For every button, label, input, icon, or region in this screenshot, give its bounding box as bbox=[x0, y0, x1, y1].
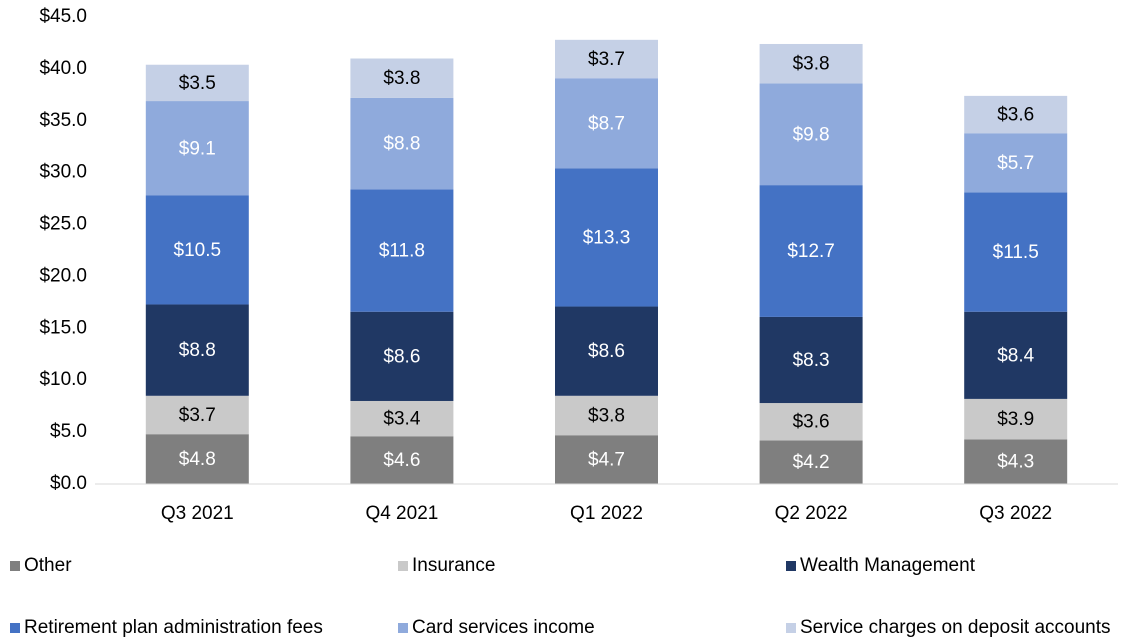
y-tick-label: $25.0 bbox=[39, 214, 87, 235]
data-label: $8.6 bbox=[383, 346, 420, 367]
bar-segment bbox=[964, 398, 1068, 440]
legend-swatch bbox=[10, 561, 20, 571]
data-label: $8.4 bbox=[997, 345, 1034, 366]
bar-segment bbox=[350, 97, 454, 190]
data-label: $8.3 bbox=[793, 350, 830, 371]
bar-segment bbox=[555, 78, 658, 169]
x-tick-label: Q2 2022 bbox=[775, 503, 848, 524]
legend-swatch bbox=[10, 623, 20, 633]
x-tick-label: Q3 2022 bbox=[979, 503, 1052, 524]
data-label: $8.7 bbox=[588, 113, 625, 134]
data-label: $8.8 bbox=[383, 134, 420, 155]
data-label: $4.7 bbox=[588, 450, 625, 471]
bar-segment bbox=[145, 304, 249, 396]
data-label: $3.8 bbox=[588, 406, 625, 427]
bar-segment bbox=[145, 434, 249, 484]
bar-segment bbox=[759, 83, 863, 186]
bar-segment bbox=[964, 95, 1068, 134]
bar-segment bbox=[759, 43, 863, 84]
bar-segment bbox=[555, 168, 658, 307]
data-label: $13.3 bbox=[583, 228, 631, 249]
bar-segment bbox=[964, 311, 1068, 399]
x-tick-label: Q1 2022 bbox=[570, 503, 643, 524]
bar-segment bbox=[964, 439, 1068, 484]
data-label: $9.8 bbox=[793, 124, 830, 145]
data-label: $4.8 bbox=[179, 449, 216, 470]
x-tick-label: Q4 2021 bbox=[365, 503, 438, 524]
legend-swatch bbox=[786, 561, 796, 571]
bar-segment bbox=[964, 192, 1068, 312]
bar-segment bbox=[350, 400, 454, 437]
data-label: $5.7 bbox=[997, 153, 1034, 174]
legend-label: Service charges on deposit accounts bbox=[800, 617, 1111, 638]
bar-segment bbox=[759, 185, 863, 317]
data-label: $4.6 bbox=[383, 450, 420, 471]
bar-segment bbox=[145, 101, 249, 196]
y-tick-label: $10.0 bbox=[39, 369, 87, 390]
legend-swatch bbox=[398, 561, 408, 571]
data-label: $9.1 bbox=[179, 138, 216, 159]
legend-label: Wealth Management bbox=[800, 555, 976, 576]
bar-segment bbox=[759, 440, 863, 484]
data-label: $12.7 bbox=[787, 241, 835, 262]
bar-segment bbox=[555, 39, 658, 79]
data-label: $3.6 bbox=[997, 105, 1034, 126]
data-label: $3.9 bbox=[997, 409, 1034, 430]
y-tick-label: $30.0 bbox=[39, 162, 87, 183]
data-label: $4.2 bbox=[793, 452, 830, 473]
bar-segment bbox=[964, 133, 1068, 193]
data-label: $11.5 bbox=[993, 242, 1039, 263]
x-tick-label: Q3 2021 bbox=[161, 503, 234, 524]
legend-label: Other bbox=[24, 555, 72, 576]
bar-segment bbox=[350, 189, 454, 312]
y-tick-label: $35.0 bbox=[39, 110, 87, 131]
data-label: $3.5 bbox=[179, 73, 216, 94]
y-tick-label: $0.0 bbox=[50, 473, 87, 494]
bar-segment bbox=[759, 403, 863, 441]
legend-swatch bbox=[398, 623, 408, 633]
data-label: $3.4 bbox=[383, 409, 420, 430]
legend-label: Card services income bbox=[412, 617, 595, 638]
data-label: $10.5 bbox=[174, 240, 222, 261]
bar-segment bbox=[350, 311, 454, 401]
data-label: $11.8 bbox=[379, 241, 425, 262]
bar-segment bbox=[145, 64, 249, 102]
data-label: $3.7 bbox=[179, 405, 216, 426]
y-tick-label: $20.0 bbox=[39, 265, 87, 286]
y-tick-label: $5.0 bbox=[50, 421, 87, 442]
bar-segment bbox=[145, 195, 249, 305]
legend-label: Retirement plan administration fees bbox=[24, 617, 323, 638]
legend-swatch bbox=[786, 623, 796, 633]
bar-segment bbox=[759, 316, 863, 404]
y-tick-label: $45.0 bbox=[39, 6, 87, 27]
bar-segment bbox=[555, 306, 658, 396]
y-tick-label: $15.0 bbox=[39, 317, 87, 338]
bar-segment bbox=[555, 395, 658, 436]
y-tick-label: $40.0 bbox=[39, 58, 87, 79]
data-label: $3.6 bbox=[793, 412, 830, 433]
bar-segment bbox=[350, 436, 454, 484]
bar-segment bbox=[555, 435, 658, 484]
data-label: $4.3 bbox=[997, 452, 1034, 473]
data-label: $3.7 bbox=[588, 49, 625, 70]
data-label: $3.8 bbox=[793, 54, 830, 75]
bar-segment bbox=[350, 58, 454, 98]
data-label: $3.8 bbox=[383, 68, 420, 89]
data-label: $8.6 bbox=[588, 341, 625, 362]
legend-label: Insurance bbox=[412, 555, 495, 576]
bar-segment bbox=[145, 395, 249, 435]
data-label: $8.8 bbox=[179, 340, 216, 361]
